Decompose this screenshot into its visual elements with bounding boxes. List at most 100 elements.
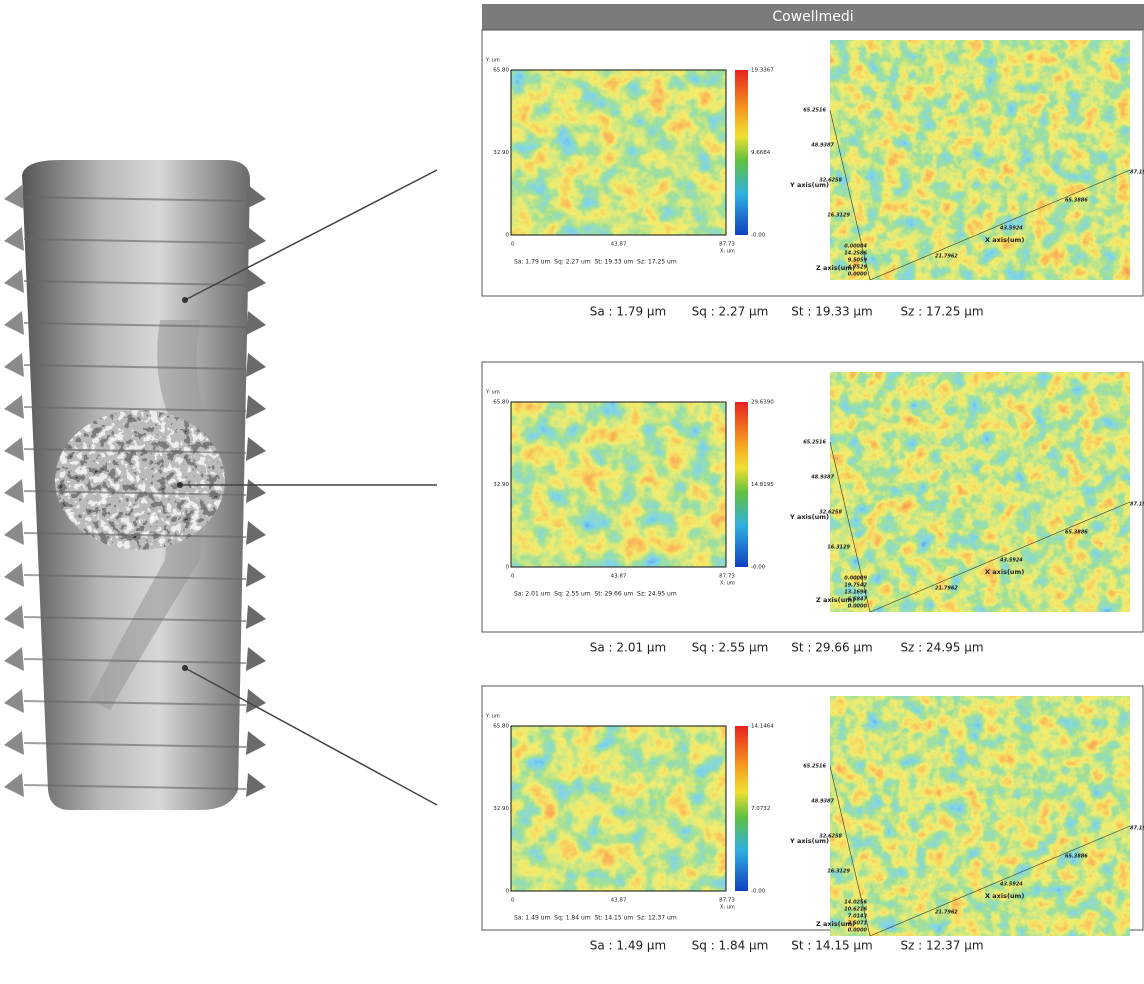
map-stats: Sa: 1.79 um Sq: 2.27 um St: 19.33 um Sz:… [514,259,677,266]
implant-thread [4,185,24,209]
surface-y-tick: 65.2516 [803,440,826,446]
color-bar-label: 14.1464 [751,724,774,730]
map-y-tick: 32.90 [493,806,509,812]
implant-thread [246,647,266,671]
map-x-tick: 0 [511,898,515,904]
implant-thread [4,605,24,629]
implant-thread [4,521,24,545]
map-x-tick: 43.87 [611,898,627,904]
map-stats: Sa: 1.49 um Sq: 1.84 um St: 14.15 um Sz:… [514,915,677,922]
roughness-caption: Sa : 1.49 μm [590,939,667,953]
implant-thread [4,353,24,377]
surface-y-tick: 16.3129 [827,213,850,219]
roughness-caption: Sz : 24.95 μm [900,641,983,655]
surface-z-tick: 0.0000 [848,272,868,278]
surface-z-tick: 14.0256 [844,900,867,906]
implant-thread [246,269,266,293]
map-y-tick: 32.90 [493,482,509,488]
surface-x-label: X axis(um) [985,236,1024,244]
surface-z-label: Z axis(um) [816,264,855,272]
surface-x-label: X axis(um) [985,568,1024,576]
implant-thread [246,689,266,713]
map-y-tick: 65.80 [493,724,509,730]
page: Cowellmedi Y: um65.8032.900043.8787.73X:… [0,0,1144,984]
map-x-tick: 43.87 [611,242,627,248]
height-map [511,70,726,235]
roughness-caption: Sq : 2.55 μm [692,641,769,655]
implant-thread [4,311,24,335]
map-y-label: Y: um [485,390,500,396]
rough-surface [55,410,225,550]
map-x-tick: 0 [511,574,515,580]
implant-thread [4,563,24,587]
implant-thread [246,395,266,419]
surface-x-tick: 65.3886 [1065,198,1088,204]
surface-z-tick: 14.2586 [844,251,867,257]
implant-thread [246,773,266,797]
map-x-tick: 87.73 [719,574,735,580]
roughness-caption: Sa : 1.79 μm [590,305,667,319]
surface-x-tick: 87.1849 [1130,826,1144,832]
map-x-tick: 43.87 [611,574,627,580]
map-x-label: X: um [720,905,735,911]
implant-thread [246,605,266,629]
color-bar-label: 14.8195 [751,482,774,488]
implant-thread [4,437,24,461]
roughness-caption: St : 29.66 μm [791,641,873,655]
implant-thread [246,563,266,587]
surface-x-tick: 21.7962 [935,910,958,916]
map-x-tick: 0 [511,242,515,248]
surface-x-tick: 87.1849 [1130,502,1144,508]
map-stats: Sa: 2.01 um Sq: 2.55 um St: 29.66 um Sz:… [514,591,677,598]
surface-z-tick: 0.00009 [844,576,867,582]
pointer-dot [182,297,188,303]
map-y-label: Y: um [485,58,500,64]
implant-thread [4,395,24,419]
roughness-caption: St : 19.33 μm [791,305,873,319]
surface-3d [830,40,1130,280]
surface-x-tick: 43.5924 [1000,226,1023,232]
roughness-caption: Sq : 2.27 μm [692,305,769,319]
color-bar-label: 19.3367 [751,68,774,74]
surface-3d [830,372,1130,612]
roughness-caption: St : 14.15 μm [791,939,873,953]
height-map [511,402,726,567]
pointer-dot [182,665,188,671]
color-bar-label: -0.00 [751,565,766,571]
map-x-tick: 87.73 [719,242,735,248]
implant-thread [246,311,266,335]
surface-z-tick: 13.1694 [844,590,867,596]
surface-y-tick: 65.2516 [803,764,826,770]
surface-z-tick: 0.00004 [844,244,867,250]
map-x-label: X: um [720,581,735,587]
header-title: Cowellmedi [772,9,853,25]
surface-x-tick: 43.5924 [1000,558,1023,564]
surface-z-tick: 19.7542 [844,583,867,589]
map-x-tick: 87.73 [719,898,735,904]
roughness-caption: Sz : 17.25 μm [900,305,983,319]
color-bar [735,70,748,235]
surface-y-label: Y axis(um) [789,837,829,845]
surface-x-tick: 21.7962 [935,254,958,260]
implant-thread [246,227,266,251]
color-bar-label: 29.6390 [751,400,774,406]
implant-thread [4,731,24,755]
roughness-caption: Sa : 2.01 μm [590,641,667,655]
surface-y-tick: 48.9387 [811,475,834,481]
implant-thread [4,269,24,293]
surface-y-tick: 48.9387 [811,799,834,805]
map-y-tick: 65.80 [493,68,509,74]
map-y-tick: 0 [506,565,510,571]
color-bar-label: -0.00 [751,233,766,239]
surface-z-label: Z axis(um) [816,596,855,604]
surface-y-label: Y axis(um) [789,181,829,189]
roughness-caption: Sz : 12.37 μm [900,939,983,953]
map-y-tick: 0 [506,233,510,239]
height-map [511,726,726,891]
map-y-tick: 65.80 [493,400,509,406]
implant-thread [246,731,266,755]
surface-z-tick: 10.6216 [844,907,867,913]
implant-thread [246,185,266,209]
surface-z-tick: 9.5059 [848,258,868,264]
map-y-tick: 0 [506,889,510,895]
